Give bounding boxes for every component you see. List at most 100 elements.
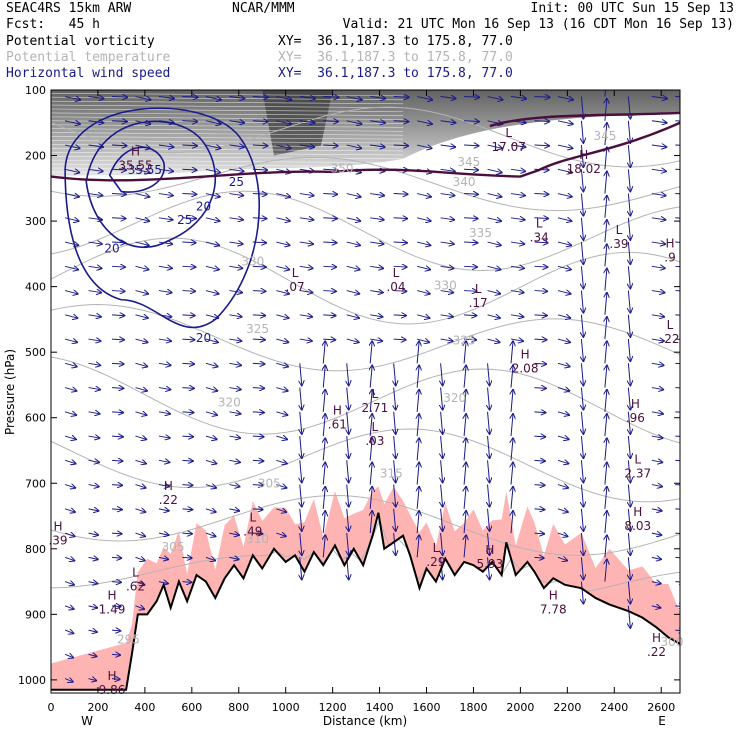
theta-contour bbox=[51, 495, 680, 556]
wind-vector bbox=[135, 557, 144, 560]
x-axis-right-end: E bbox=[658, 714, 666, 728]
pv-shade-stripe bbox=[51, 132, 404, 136]
wind-vector bbox=[370, 266, 383, 268]
contour-labels: 350 345 340 335 330 330 325 325 320 320 315 305 310 3… bbox=[48, 126, 683, 697]
wind-vector bbox=[557, 533, 568, 536]
extremum-value: .22 bbox=[647, 645, 666, 659]
wind-vector bbox=[534, 436, 545, 437]
wind-vector bbox=[64, 412, 76, 415]
wind-vector bbox=[346, 194, 361, 197]
extremum-value: 2.08 bbox=[512, 362, 539, 376]
x-axis-label: Distance (km) bbox=[323, 714, 407, 728]
wind-vector bbox=[605, 172, 607, 194]
extremum-letter: H bbox=[54, 519, 63, 533]
wind-vector bbox=[440, 121, 456, 123]
wind-vector bbox=[628, 460, 630, 482]
x-tick-label: 600 bbox=[181, 701, 202, 714]
wind-vector bbox=[534, 412, 545, 413]
wind-vector bbox=[111, 679, 120, 680]
wind-vector bbox=[394, 484, 396, 507]
y-tick-label: 1000 bbox=[18, 674, 46, 687]
wind-vector bbox=[88, 194, 103, 196]
theta-label: 345 bbox=[593, 129, 616, 143]
wind-vector bbox=[464, 511, 466, 534]
wind-vector bbox=[88, 606, 98, 608]
y-tick-label: 700 bbox=[25, 477, 46, 490]
wind-vector bbox=[252, 339, 265, 340]
wind-vector bbox=[370, 291, 383, 293]
wind-vector bbox=[135, 339, 147, 342]
wind-vector bbox=[605, 560, 607, 582]
theta-contour bbox=[51, 428, 680, 503]
wind-vector bbox=[276, 533, 286, 536]
wind-vector bbox=[464, 339, 476, 340]
wind-vector bbox=[675, 435, 680, 437]
wind-vector bbox=[205, 291, 219, 294]
wind-vector bbox=[205, 121, 221, 124]
wind-vector bbox=[347, 533, 349, 555]
wind-vector bbox=[464, 218, 478, 219]
wind-vector bbox=[323, 145, 337, 146]
wind-vector bbox=[651, 194, 666, 196]
wind-vector bbox=[441, 411, 443, 434]
wind-vector bbox=[205, 242, 219, 245]
theta-label: 310 bbox=[246, 532, 269, 546]
wind-vector bbox=[182, 266, 195, 267]
wind-vector bbox=[346, 218, 361, 221]
wind-vector bbox=[605, 99, 607, 121]
wind-vector bbox=[229, 291, 242, 293]
wind-vector bbox=[346, 266, 360, 269]
wind-vector bbox=[135, 266, 148, 269]
wind-vector bbox=[111, 654, 120, 655]
wind-vector bbox=[135, 460, 145, 463]
wind-vector bbox=[370, 414, 372, 437]
wind-vector bbox=[299, 145, 314, 147]
wind-vector bbox=[252, 315, 265, 316]
wind-vector bbox=[675, 362, 680, 365]
wind-vector bbox=[417, 341, 419, 364]
pv-shade-stripe bbox=[51, 163, 404, 167]
wind-vector bbox=[323, 366, 325, 388]
field-xy-wind: XY= 36.1,187.3 to 175.8, 77.0 bbox=[278, 66, 513, 81]
wind-vector bbox=[346, 145, 361, 148]
wind-vector bbox=[64, 533, 75, 536]
pv-shade-stripe bbox=[51, 159, 404, 164]
wind-vector bbox=[417, 194, 431, 197]
wind-vector bbox=[111, 436, 123, 437]
wind-vector bbox=[111, 606, 121, 607]
x-tick-label: 0 bbox=[48, 701, 55, 714]
wind-vector bbox=[299, 339, 312, 341]
wind-vector bbox=[417, 242, 430, 245]
wind-vector bbox=[440, 315, 453, 317]
wind-vector bbox=[158, 97, 174, 99]
wind-vector bbox=[464, 341, 466, 364]
wind-vector bbox=[393, 145, 408, 146]
y-tick-label: 200 bbox=[25, 150, 46, 163]
theta-contour bbox=[51, 237, 680, 325]
wind-vector bbox=[487, 339, 500, 342]
wind-vector bbox=[111, 557, 121, 558]
wind-speed-label: 35.55 bbox=[128, 163, 162, 177]
wind-vector bbox=[464, 121, 479, 122]
wind-vector bbox=[182, 121, 197, 122]
theta-label: 295 bbox=[117, 632, 140, 646]
wind-vector bbox=[323, 390, 325, 412]
wind-vector bbox=[182, 145, 196, 146]
wind-vector bbox=[346, 339, 359, 342]
wind-vector bbox=[135, 97, 150, 100]
theta-label: 300 bbox=[661, 635, 684, 649]
wind-vector bbox=[628, 217, 630, 240]
extremum-value: .96 bbox=[626, 411, 645, 425]
theta-label: 325 bbox=[453, 333, 476, 347]
wind-vector bbox=[276, 412, 287, 415]
wind-vector bbox=[252, 460, 263, 461]
extremum-letter: H bbox=[108, 588, 117, 602]
wind-vector bbox=[511, 487, 513, 509]
theta-contour bbox=[51, 304, 680, 372]
wind-vector bbox=[158, 460, 169, 462]
wind-vector bbox=[135, 582, 144, 585]
wind-vector bbox=[393, 291, 407, 292]
wind-vector bbox=[605, 147, 607, 170]
wind-vector bbox=[182, 315, 194, 316]
axes: 0 200 400 600 800 1000 1200 1400 1600 1800 2000 220… bbox=[18, 84, 680, 714]
